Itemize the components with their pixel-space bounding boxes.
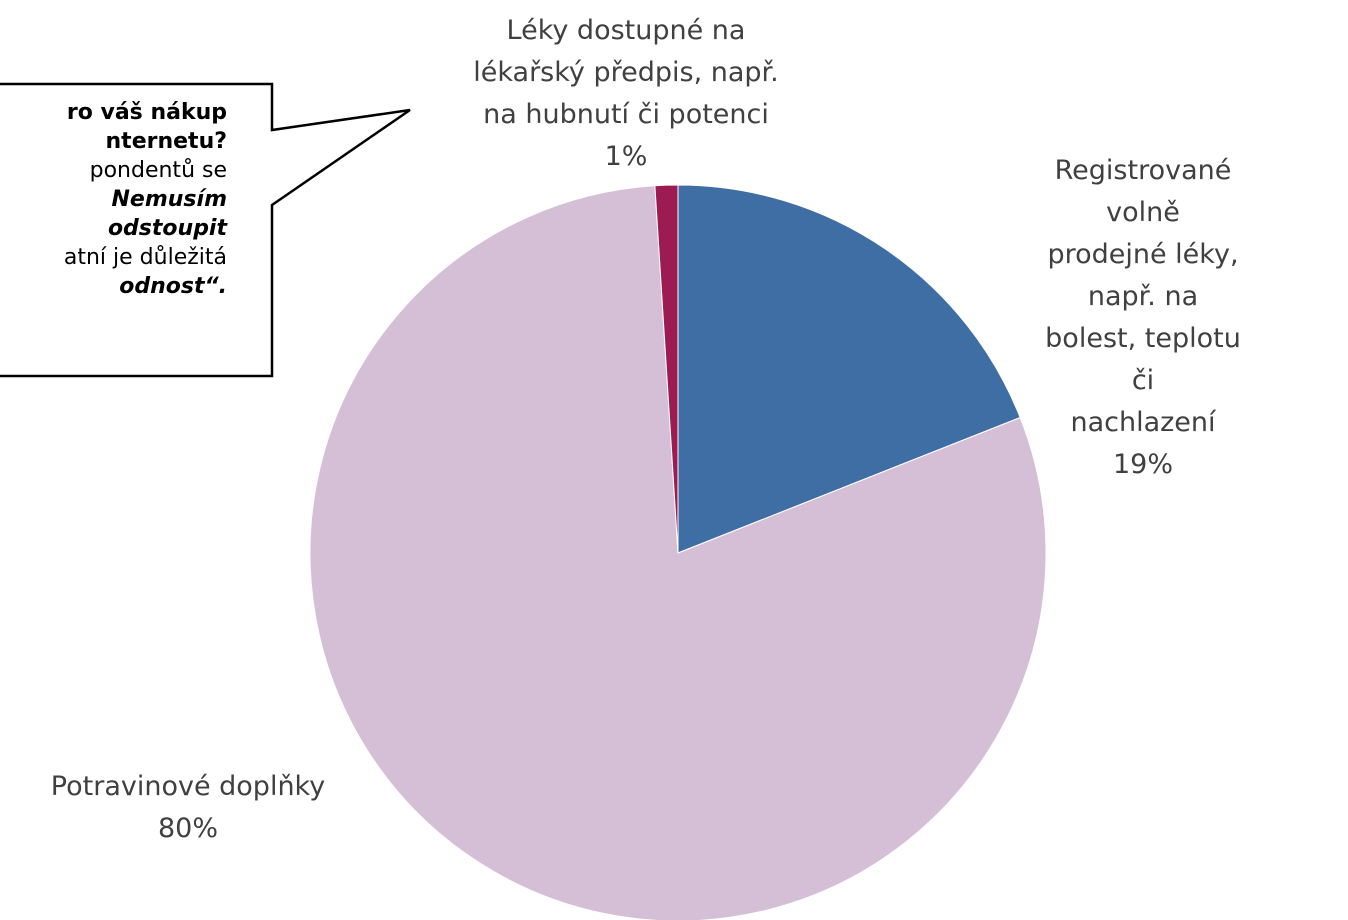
pie-slice xyxy=(654,184,679,554)
slice-label: Potravinové doplňky 80% xyxy=(51,766,325,850)
slice-label: Léky dostupné na lékařský předpis, např.… xyxy=(473,10,779,178)
callout: ro váš nákup nternetu? pondentů se Nemus… xyxy=(0,98,227,301)
category-label: Léky dostupné na lékařský předpis, např.… xyxy=(473,15,779,130)
callout-line: ro váš nákup xyxy=(66,100,227,125)
slice-label: Registrované volně prodejné léky, např. … xyxy=(1041,150,1246,486)
callout-line: Nemusím xyxy=(111,187,227,212)
value-label: 80% xyxy=(157,813,219,844)
callout-line: pondentů se xyxy=(89,158,227,183)
category-label: Registrované volně prodejné léky, např. … xyxy=(1045,155,1241,438)
callout-line: odnost“. xyxy=(119,274,227,299)
value-label: 1% xyxy=(604,141,648,172)
callout-box xyxy=(0,82,411,378)
callout-line: odstoupit xyxy=(107,216,227,241)
value-label: 19% xyxy=(1112,449,1173,480)
callout-line: atní je důležitá xyxy=(63,245,227,270)
pie-slice xyxy=(309,185,1047,920)
callout-line: nternetu? xyxy=(105,129,227,154)
category-label: Potravinové doplňky xyxy=(50,771,326,802)
pie-slice xyxy=(677,184,1021,554)
